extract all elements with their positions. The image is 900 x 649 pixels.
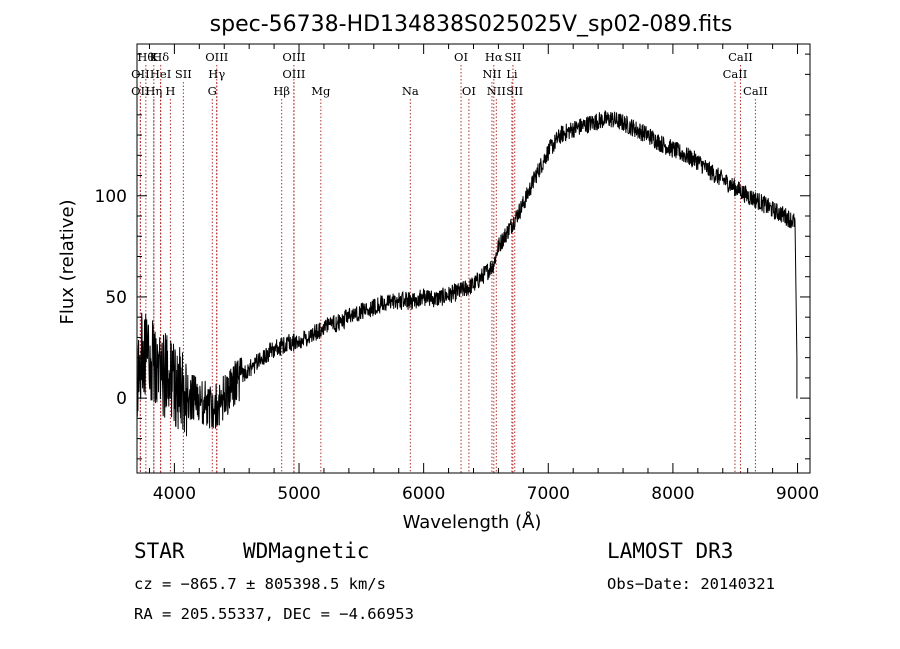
- emission-line-label: Mg: [311, 84, 331, 98]
- emission-line-label: CaII: [728, 50, 753, 64]
- emission-line-label: OIII: [282, 50, 305, 64]
- emission-line-label: Hδ: [152, 50, 169, 64]
- obs-date: Obs−Date: 20140321: [607, 575, 775, 593]
- emission-line-label: OII: [131, 84, 150, 98]
- emission-line-label: Hη: [145, 84, 162, 98]
- emission-line-label: CaII: [723, 67, 748, 81]
- emission-line-label: OIII: [205, 50, 228, 64]
- spectrum-line: [136, 109, 798, 437]
- y-tick-label: 0: [116, 389, 127, 409]
- x-tick-label: 7000: [527, 484, 570, 504]
- emission-line-label: OI: [462, 84, 476, 98]
- emission-line-label: H: [165, 84, 175, 98]
- emission-line-label: Hθ: [137, 50, 154, 64]
- object-subclass: WDMagnetic: [243, 539, 369, 563]
- x-tick-label: 6000: [402, 484, 445, 504]
- y-tick-label: 50: [105, 288, 127, 308]
- redshift-cz: cz = −865.7 ± 805398.5 km/s: [134, 575, 386, 593]
- emission-line-label: CaII: [743, 84, 768, 98]
- x-tick-label: 4000: [153, 484, 196, 504]
- x-tick-label: 9000: [776, 484, 819, 504]
- y-axis-label: Flux (relative): [57, 199, 78, 324]
- ra-dec: RA = 205.55337, DEC = −4.66953: [134, 605, 414, 623]
- emission-line-label: OIII: [282, 67, 305, 81]
- emission-line-label: G: [208, 84, 217, 98]
- y-tick-label: 100: [95, 187, 127, 207]
- survey-name: LAMOST DR3: [607, 539, 733, 563]
- plot-frame: [136, 43, 811, 474]
- x-axis-label: Wavelength (Å): [403, 511, 542, 533]
- emission-line-label: Na: [402, 84, 419, 98]
- x-tick-label: 8000: [651, 484, 694, 504]
- emission-line-label: Li: [506, 67, 518, 81]
- chart-title: spec-56738-HD134838S025025V_sp02-089.fit…: [210, 12, 733, 37]
- emission-line-label: NII: [482, 67, 501, 81]
- spectrum-line-group: [136, 109, 798, 437]
- emission-line-label: SII: [504, 50, 521, 64]
- emission-line-label: OI: [454, 50, 468, 64]
- emission-line-label: Hγ: [208, 67, 225, 81]
- emission-line-label: Hα: [485, 50, 503, 64]
- emission-line-label: HeI: [150, 67, 171, 81]
- emission-line-label: NII: [487, 84, 506, 98]
- emission-line-label: SII: [175, 67, 192, 81]
- emission-line-label: Hβ: [273, 84, 290, 98]
- x-axis-ticks: 4000 5000 6000 7000 8000 9000: [148, 44, 819, 504]
- x-tick-label: 5000: [277, 484, 320, 504]
- emission-line-label: K: [150, 50, 159, 64]
- emission-line-label: SII: [506, 84, 523, 98]
- y-axis-ticks: 0 50 100: [95, 53, 810, 460]
- object-class: STAR: [134, 539, 185, 563]
